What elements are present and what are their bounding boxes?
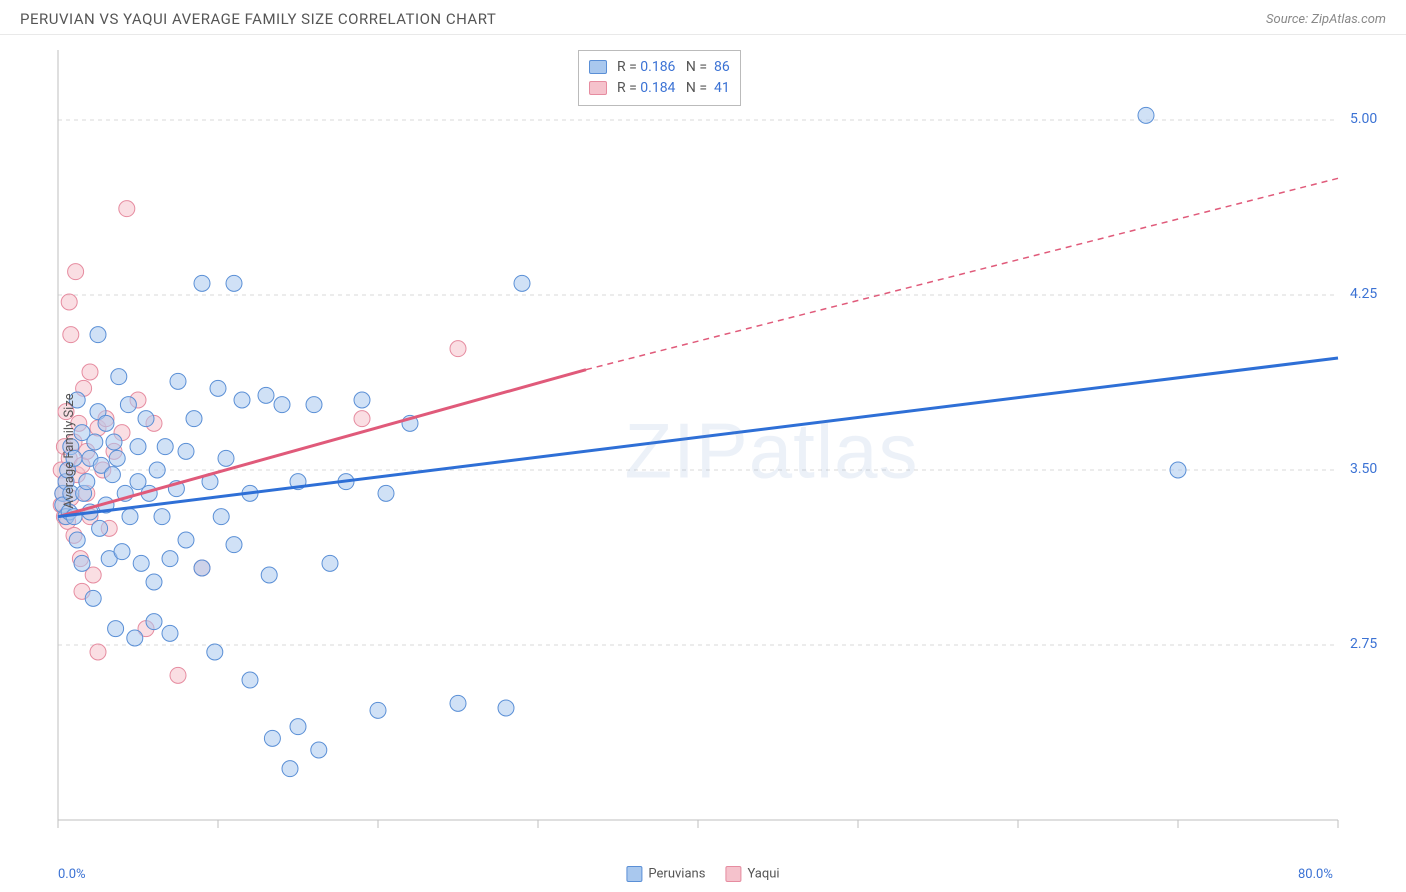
legend-swatch <box>725 866 741 882</box>
stats-row: R = 0.184 N = 41 <box>589 78 730 99</box>
stats-legend-box: R = 0.186 N = 86R = 0.184 N = 41 <box>578 50 741 106</box>
y-tick-label: 2.75 <box>1350 636 1377 652</box>
legend-label: Yaqui <box>747 866 779 881</box>
series1-point <box>194 275 210 291</box>
series1-point <box>85 590 101 606</box>
series1-point <box>498 700 514 716</box>
series1-point <box>104 467 120 483</box>
series1-point <box>514 275 530 291</box>
series1-point <box>311 742 327 758</box>
series1-point <box>282 761 298 777</box>
y-tick-label: 3.50 <box>1350 461 1377 477</box>
series1-point <box>354 392 370 408</box>
series1-point <box>218 450 234 466</box>
series1-point <box>90 327 106 343</box>
series1-point <box>154 509 170 525</box>
series1-point <box>370 702 386 718</box>
series1-point <box>226 537 242 553</box>
series1-point <box>178 443 194 459</box>
series1-point <box>120 397 136 413</box>
chart-header: PERUVIAN VS YAQUI AVERAGE FAMILY SIZE CO… <box>0 0 1406 35</box>
series2-point <box>61 294 77 310</box>
series1-point <box>213 509 229 525</box>
series2-point <box>170 667 186 683</box>
series1-point <box>210 380 226 396</box>
stats-n-value: 41 <box>714 80 730 96</box>
stats-swatch <box>589 60 607 74</box>
series1-point <box>378 485 394 501</box>
series1-point <box>122 509 138 525</box>
series1-point <box>322 555 338 571</box>
series1-point <box>146 574 162 590</box>
series1-point <box>170 373 186 389</box>
series1-point <box>130 439 146 455</box>
series1-point <box>106 434 122 450</box>
series1-point <box>127 630 143 646</box>
series1-point <box>157 439 173 455</box>
series2-point <box>90 644 106 660</box>
series1-point <box>146 614 162 630</box>
series2-point <box>119 201 135 217</box>
y-tick-label: 4.25 <box>1350 286 1377 302</box>
chart-area: Average Family Size ZIPatlas R = 0.186 N… <box>18 50 1388 852</box>
series1-point <box>264 730 280 746</box>
series1-point <box>226 275 242 291</box>
legend-swatch <box>626 866 642 882</box>
series1-point <box>92 520 108 536</box>
series1-point <box>98 415 114 431</box>
chart-title: PERUVIAN VS YAQUI AVERAGE FAMILY SIZE CO… <box>20 10 496 28</box>
series2-point <box>63 327 79 343</box>
stats-r-value: 0.184 <box>640 80 675 96</box>
series1-point <box>261 567 277 583</box>
series1-point <box>138 411 154 427</box>
trendline-series2-extrap <box>586 178 1338 369</box>
series1-point <box>274 397 290 413</box>
legend-item: Peruvians <box>626 866 705 882</box>
series1-point <box>234 392 250 408</box>
legend-item: Yaqui <box>725 866 779 882</box>
series1-point <box>108 621 124 637</box>
series1-point <box>1138 107 1154 123</box>
stats-n-value: 86 <box>714 59 730 75</box>
series1-point <box>114 544 130 560</box>
y-axis-label: Average Family Size <box>62 393 77 508</box>
series1-point <box>306 397 322 413</box>
series1-point <box>149 462 165 478</box>
y-tick-label: 5.00 <box>1350 111 1377 127</box>
legend-bottom: Peruvians Yaqui <box>626 866 779 882</box>
series1-point <box>186 411 202 427</box>
stats-row: R = 0.186 N = 86 <box>589 57 730 78</box>
series1-point <box>178 532 194 548</box>
series1-point <box>194 560 210 576</box>
scatter-plot <box>18 50 1388 840</box>
series2-point <box>354 411 370 427</box>
series1-point <box>111 369 127 385</box>
legend-label: Peruvians <box>648 866 705 881</box>
series2-point <box>450 341 466 357</box>
series1-point <box>74 555 90 571</box>
series1-point <box>162 551 178 567</box>
chart-source: Source: ZipAtlas.com <box>1266 12 1386 27</box>
x-axis-min-label: 0.0% <box>58 867 86 882</box>
series1-point <box>207 644 223 660</box>
series1-point <box>69 532 85 548</box>
series1-point <box>162 625 178 641</box>
series1-point <box>242 672 258 688</box>
series1-point <box>79 474 95 490</box>
trendline-series1 <box>58 358 1338 517</box>
series1-point <box>290 719 306 735</box>
series1-point <box>450 695 466 711</box>
x-axis-max-label: 80.0% <box>1298 867 1333 882</box>
series2-point <box>82 364 98 380</box>
series1-point <box>133 555 149 571</box>
series1-point <box>258 387 274 403</box>
series1-point <box>109 450 125 466</box>
series1-point <box>87 434 103 450</box>
series1-point <box>1170 462 1186 478</box>
series2-point <box>68 264 84 280</box>
stats-r-value: 0.186 <box>640 59 675 75</box>
stats-swatch <box>589 81 607 95</box>
